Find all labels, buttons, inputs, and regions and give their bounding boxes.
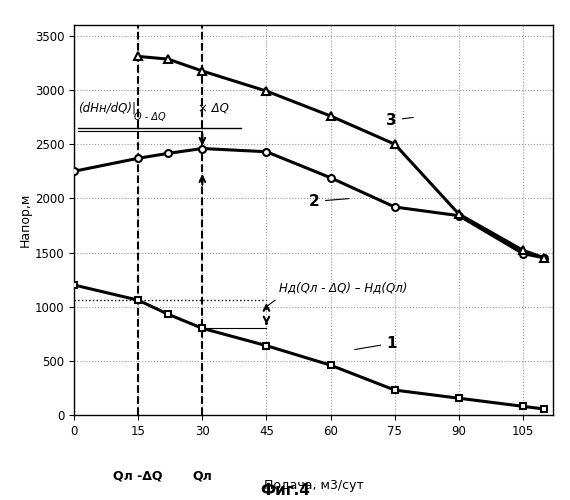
Text: Q - ΔQ: Q - ΔQ <box>134 112 165 122</box>
Text: (dHн/dQ): (dHн/dQ) <box>79 102 132 114</box>
Text: Qл: Qл <box>193 469 212 482</box>
Text: Qл -ΔQ: Qл -ΔQ <box>113 469 163 482</box>
X-axis label: Подача, м3/сут: Подача, м3/сут <box>263 480 364 492</box>
Text: Фиг.4: Фиг.4 <box>260 483 310 498</box>
Y-axis label: Напор,м: Напор,м <box>19 193 32 247</box>
Text: |: | <box>132 102 136 114</box>
Text: 3: 3 <box>386 112 413 128</box>
Text: 1: 1 <box>355 336 397 351</box>
Text: × ΔQ: × ΔQ <box>198 102 229 114</box>
Text: Нд(Qл - ΔQ) – Нд(Qл): Нд(Qл - ΔQ) – Нд(Qл) <box>279 282 408 294</box>
Text: 2: 2 <box>309 194 349 209</box>
